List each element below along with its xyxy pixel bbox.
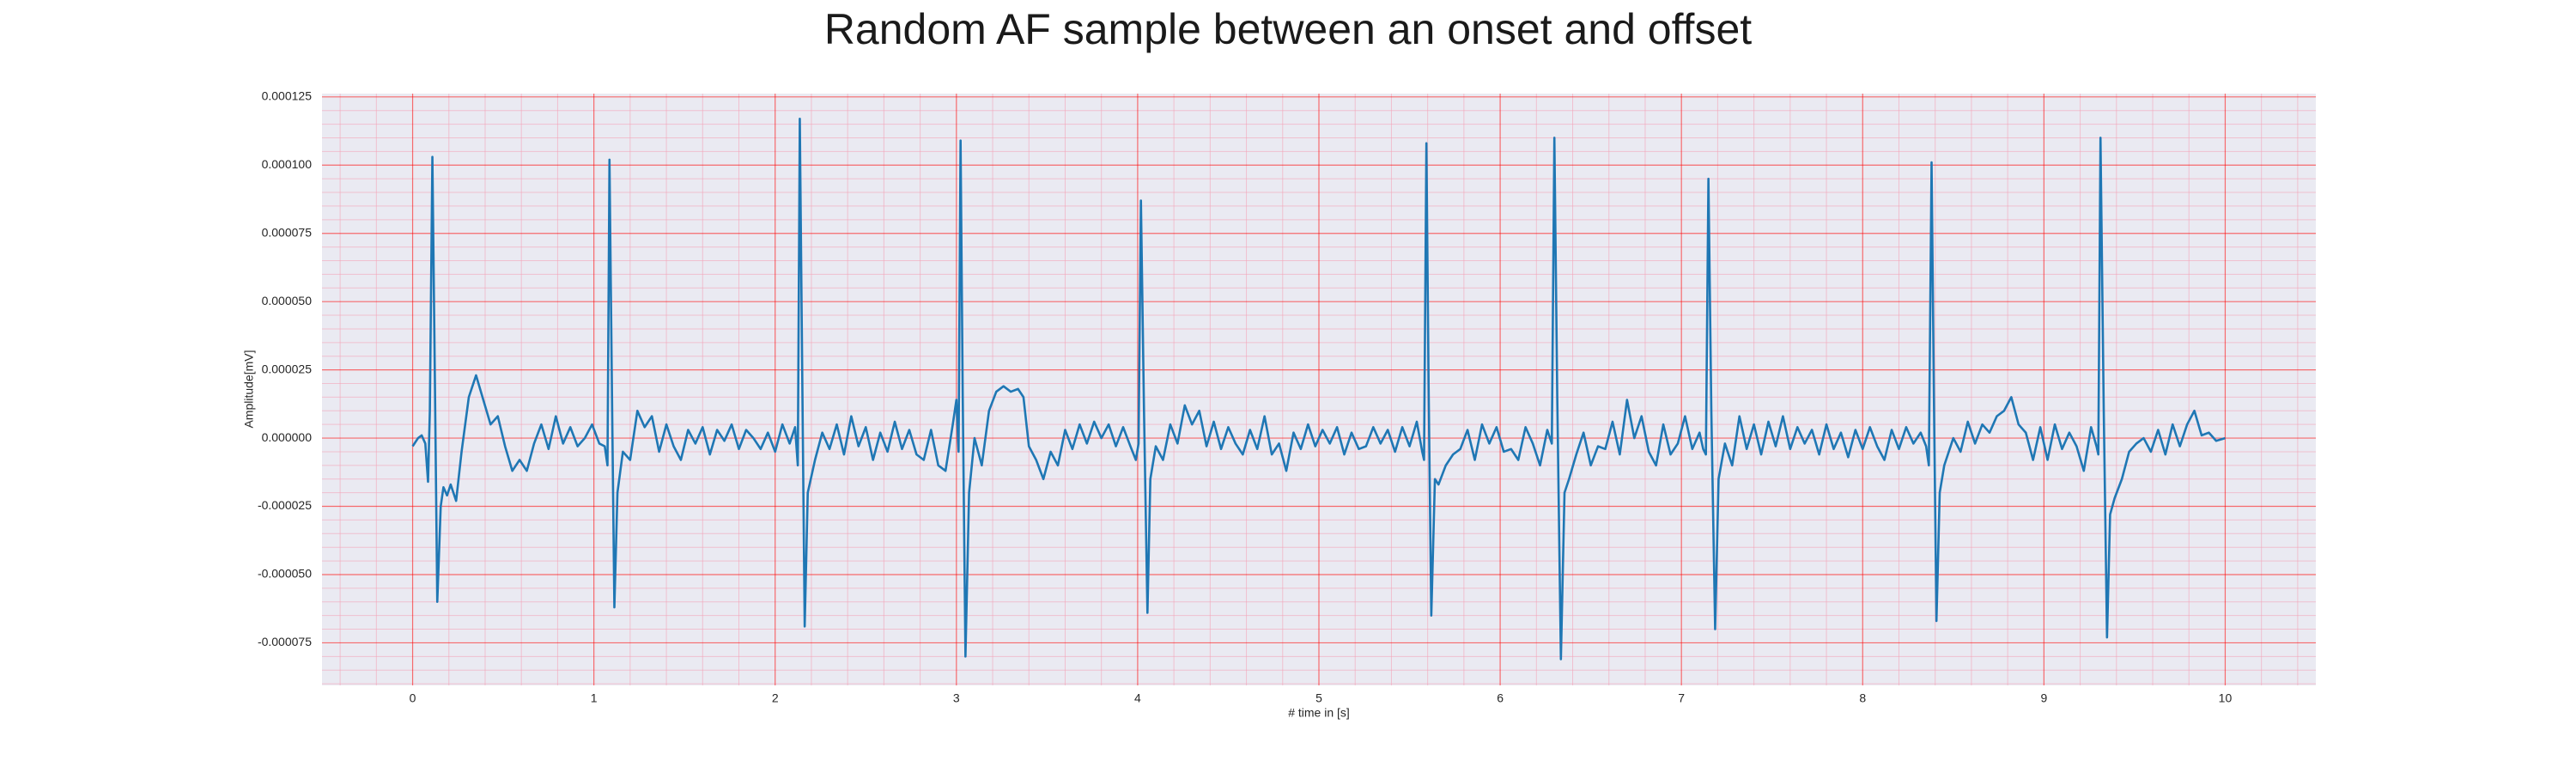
chart-title: Random AF sample between an onset and of… — [824, 5, 1752, 53]
y-tick-label: 0.000075 — [262, 225, 313, 239]
x-tick-label: 4 — [1134, 691, 1141, 705]
y-tick-label: 0.000000 — [262, 430, 313, 444]
y-tick-label: -0.000075 — [258, 635, 312, 648]
x-tick-label: 2 — [772, 691, 779, 705]
x-tick-label: 5 — [1315, 691, 1322, 705]
labels: -0.000075 -0.000050 -0.000025 0.000000 0.000… — [258, 89, 2233, 705]
y-tick-label: 0.000025 — [262, 362, 313, 375]
grid — [322, 94, 2316, 685]
marks — [411, 117, 2226, 660]
x-tick-label: 6 — [1497, 691, 1504, 705]
x-tick-label: 7 — [1678, 691, 1685, 705]
y-tick-label: 0.000125 — [262, 89, 313, 103]
x-tick-label: 0 — [410, 691, 416, 705]
x-tick-label: 9 — [2040, 691, 2047, 705]
y-tick-label: 0.000100 — [262, 157, 313, 171]
x-tick-label: 3 — [953, 691, 960, 705]
y-tick-label: 0.000050 — [262, 294, 313, 307]
y-tick-label: -0.000025 — [258, 498, 312, 512]
y-axis-label: Amplitude[mV] — [242, 350, 256, 428]
x-tick-label: 8 — [1859, 691, 1866, 705]
line-series — [411, 117, 2226, 660]
x-tick-label: 10 — [2219, 691, 2233, 705]
x-tick-label: 1 — [591, 691, 598, 705]
y-tick-label: -0.000050 — [258, 567, 312, 581]
x-axis-label: # time in [s] — [1288, 706, 1350, 720]
